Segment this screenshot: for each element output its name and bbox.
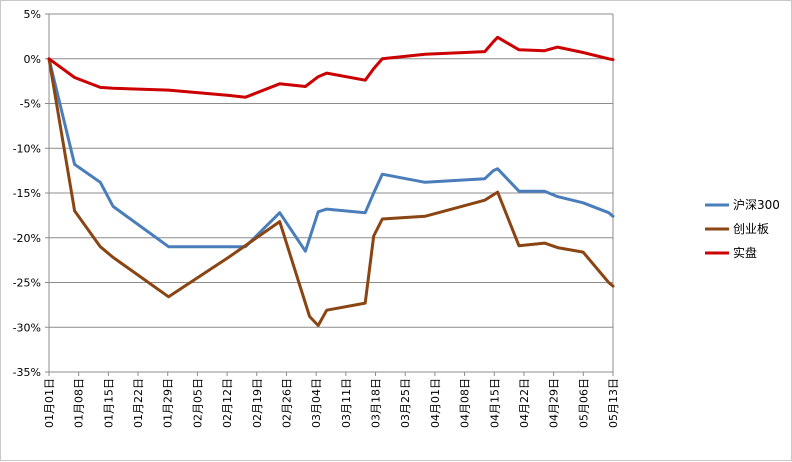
- x-tick-label: 02月19日: [251, 378, 264, 428]
- x-tick-label: 02月05日: [191, 378, 204, 428]
- y-tick-label: -20%: [13, 232, 41, 245]
- x-tick-label: 04月01日: [429, 378, 442, 428]
- legend-label: 创业板: [733, 222, 769, 236]
- x-tick-label: 03月25日: [399, 378, 412, 428]
- x-tick-label: 05月06日: [577, 378, 590, 428]
- series-line: [47, 57, 615, 327]
- y-tick-label: 0%: [24, 53, 41, 66]
- legend-label: 沪深300: [733, 198, 780, 212]
- y-tick-label: -30%: [13, 321, 41, 334]
- x-tick-label: 01月29日: [162, 378, 175, 428]
- x-tick-label: 02月26日: [280, 378, 293, 428]
- x-tick-label: 04月22日: [518, 378, 531, 428]
- x-tick-label: 04月29日: [548, 378, 561, 428]
- x-tick-label: 02月12日: [221, 378, 234, 428]
- x-tick-label: 01月01日: [43, 378, 56, 428]
- y-tick-label: -15%: [13, 187, 41, 200]
- x-tick-label: 05月13日: [607, 378, 620, 428]
- y-tick-label: -35%: [13, 366, 41, 379]
- legend-label: 实盘: [733, 245, 757, 260]
- y-tick-label: -25%: [13, 277, 41, 290]
- x-tick-label: 01月08日: [73, 378, 86, 428]
- x-tick-label: 04月15日: [488, 378, 501, 428]
- series-line: [47, 35, 615, 99]
- y-tick-label: -5%: [20, 98, 41, 111]
- x-tick-label: 01月15日: [102, 378, 115, 428]
- x-tick-label: 03月18日: [370, 378, 383, 428]
- x-tick-label: 04月08日: [459, 378, 472, 428]
- y-tick-label: 5%: [24, 8, 41, 21]
- y-tick-label: -10%: [13, 142, 41, 155]
- x-tick-label: 03月04日: [310, 378, 323, 428]
- x-tick-label: 03月11日: [340, 378, 353, 428]
- x-tick-label: 01月22日: [132, 378, 145, 428]
- series-line: [47, 57, 615, 253]
